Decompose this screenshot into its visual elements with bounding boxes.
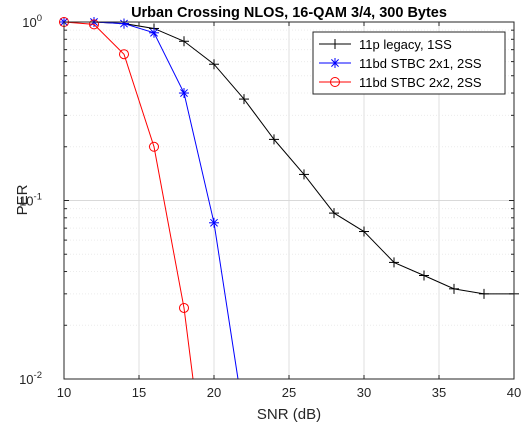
y-tick-base: 10 <box>19 194 33 209</box>
data-point <box>179 302 189 313</box>
chart-title: Urban Crossing NLOS, 16-QAM 3/4, 300 Byt… <box>131 5 447 21</box>
data-point <box>119 18 129 29</box>
series-line <box>64 21 514 295</box>
data-point <box>239 94 249 105</box>
legend-marker <box>330 77 340 87</box>
data-point <box>449 283 459 294</box>
y-tick-label: 10-1 <box>19 192 42 209</box>
x-tick-label: 15 <box>132 385 146 400</box>
y-tick-label: 10-2 <box>19 370 42 387</box>
y-tick-label: 100 <box>22 13 42 30</box>
data-point <box>419 270 429 281</box>
x-axis-label: SNR (dB) <box>257 406 321 423</box>
data-point <box>149 141 159 152</box>
y-tick-base: 10 <box>22 15 36 30</box>
data-point <box>119 49 129 60</box>
data-point <box>179 88 189 99</box>
data-point <box>359 226 369 237</box>
data-point <box>209 217 219 228</box>
legend-marker <box>330 39 340 49</box>
x-tick-label: 30 <box>357 385 371 400</box>
data-point <box>179 36 189 47</box>
legend-item: 11bd STBC 2x1, 2SS <box>319 56 482 71</box>
y-tick-base: 10 <box>19 372 33 387</box>
data-point <box>329 208 339 219</box>
y-axis-label: PER <box>14 184 31 215</box>
x-tick-label: 40 <box>507 385 521 400</box>
legend: 11p legacy, 1SS 11bd STBC 2x1, 2SS 11bd ST… <box>312 31 506 95</box>
y-tick-exponent: 0 <box>37 13 42 24</box>
data-point <box>389 257 399 268</box>
legend-label: 11p legacy, 1SS <box>359 37 452 52</box>
y-tick-exponent: -1 <box>34 192 42 203</box>
data-point <box>479 288 489 299</box>
legend-label: 11bd STBC 2x2, 2SS <box>359 75 482 90</box>
data-point <box>299 169 309 180</box>
legend-label: 11bd STBC 2x1, 2SS <box>359 56 482 71</box>
data-point <box>89 19 99 30</box>
data-point <box>209 59 219 70</box>
series-layer <box>59 17 519 380</box>
series-line <box>63 21 194 380</box>
y-tick-exponent: -2 <box>34 370 42 381</box>
x-tick-label: 35 <box>432 385 446 400</box>
legend-item: 11bd STBC 2x2, 2SS <box>319 75 482 90</box>
legend-marker <box>330 58 340 68</box>
x-tick-label: 25 <box>282 385 296 400</box>
legend-item: 11p legacy, 1SS <box>319 37 452 52</box>
x-tick-label: 10 <box>57 385 71 400</box>
data-point <box>269 134 279 145</box>
data-point <box>149 27 159 38</box>
x-tick-label: 20 <box>207 385 221 400</box>
